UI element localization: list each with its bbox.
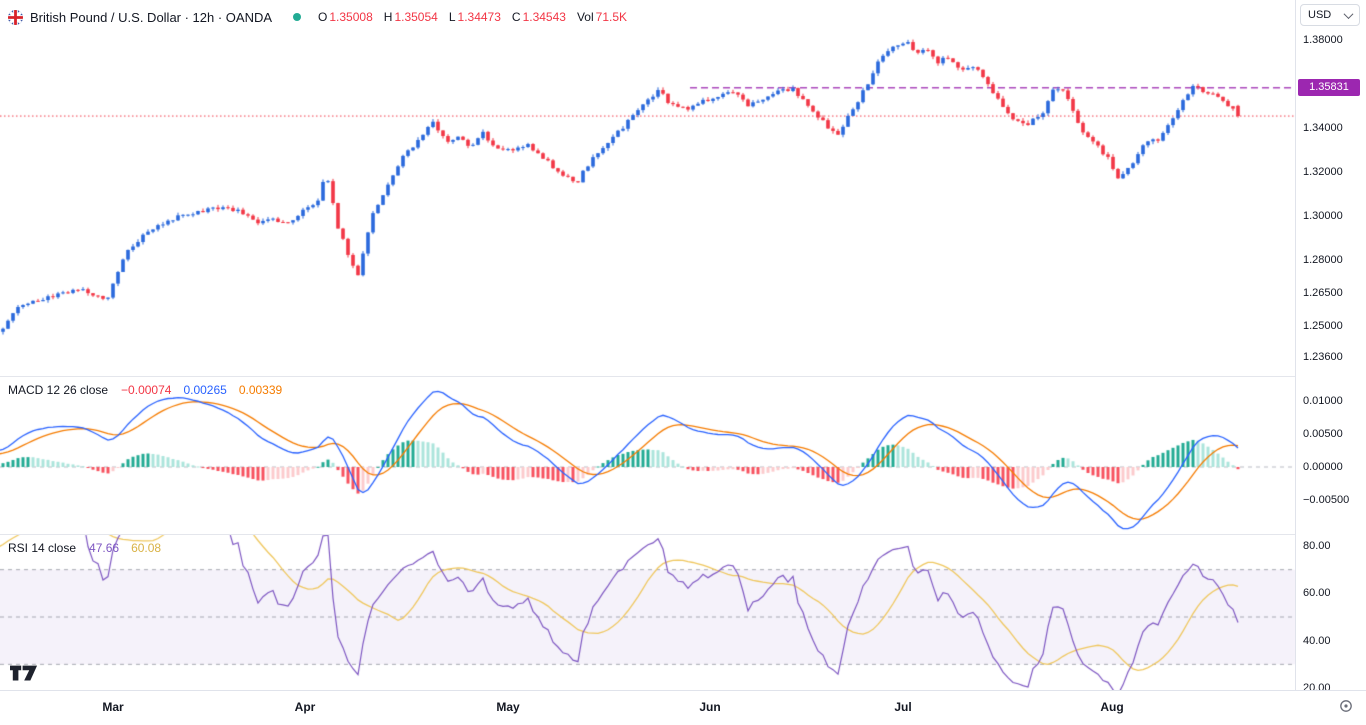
rsi-legend[interactable]: RSI 14 close 47.66 60.08 [8,541,168,555]
open-label: O [318,10,328,24]
high-label: H [383,10,393,24]
axis-tick-label: 1.25000 [1303,320,1343,332]
currency-selector-button[interactable]: USD [1300,4,1360,26]
axis-tick-label: 1.30000 [1303,210,1343,222]
macd-hist-value: −0.00074 [121,383,172,397]
tradingview-logo[interactable] [10,665,38,687]
time-axis-label: Jul [894,700,912,714]
axis-tick-label: 0.00000 [1303,461,1343,473]
rsi-title[interactable]: RSI 14 close [8,541,77,555]
macd-legend[interactable]: MACD 12 26 close −0.00074 0.00265 0.0033… [8,383,289,397]
volume-label: Vol [576,10,594,24]
time-axis-label: Mar [102,700,124,714]
axis-tick-label: 1.32000 [1303,166,1343,178]
symbol-logo-icon [8,9,23,25]
low-label: L [448,10,456,24]
axis-tick-label: 0.00500 [1303,428,1343,440]
axis-tick-label: 40.00 [1303,634,1331,647]
axis-tick-label: 0.01000 [1303,395,1343,407]
axis-tick-label: 1.34000 [1303,122,1343,134]
price-scale[interactable]: 1.35831 1.38000 1.34000 1.32000 1.30000 1.28… [1295,0,1366,694]
close-value: 1.34543 [522,10,566,24]
symbol-title[interactable]: British Pound / U.S. Dollar · 12h · OAND… [30,9,273,25]
volume-value: 71.5K [595,10,628,24]
symbol-legend[interactable]: British Pound / U.S. Dollar · 12h · OAND… [8,8,627,26]
macd-title[interactable]: MACD 12 26 close [8,383,109,397]
open-value: 1.35008 [329,10,373,24]
high-value: 1.35054 [394,10,438,24]
axis-tick-label: 1.28000 [1303,254,1343,266]
macd-signal-value: 0.00339 [238,383,283,397]
time-axis-label: Apr [294,700,316,714]
axis-tick-label: 1.38000 [1303,34,1343,46]
market-status-icon[interactable] [293,13,302,21]
pane-separator-rsi[interactable] [0,534,1366,535]
axis-tick-label: 80.00 [1303,540,1331,552]
macd-line-value: 0.00265 [183,383,227,397]
axis-tick-label: 1.23600 [1303,350,1343,363]
currency-label: USD [1308,9,1332,21]
time-axis-label: May [496,700,520,714]
chevron-down-icon [1343,8,1354,19]
pane-separator-macd[interactable] [0,376,1366,377]
rsi-value: 47.66 [89,541,120,555]
axis-tick-label: −0.00500 [1303,494,1350,506]
axis-tick-label: 60.00 [1303,587,1331,600]
alert-price-tag[interactable]: 1.35831 [1298,79,1360,97]
time-scale[interactable]: Mar Apr May Jun Jul Aug [0,690,1366,725]
chart-canvas[interactable] [0,0,1295,690]
time-axis-label: Aug [1100,700,1124,714]
timezone-settings-icon[interactable] [1338,698,1354,714]
rsi-ma-value: 60.08 [131,541,162,555]
time-axis-label: Jun [699,700,721,714]
low-value: 1.34473 [457,10,501,24]
close-label: C [511,10,521,24]
axis-tick-label: 1.26500 [1303,287,1343,299]
